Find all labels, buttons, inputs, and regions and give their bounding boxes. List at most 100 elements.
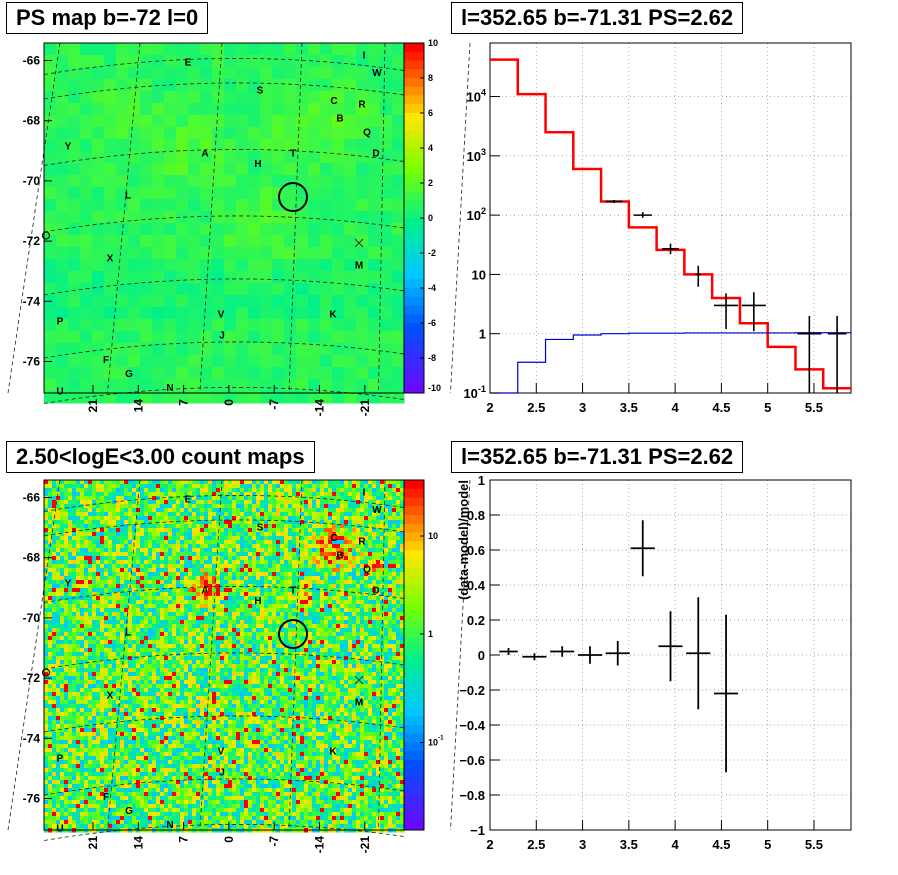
map-cell [320,247,333,260]
map-cell [188,636,193,641]
map-cell [72,628,77,633]
map-cell [80,544,85,549]
map-cell [344,504,349,509]
map-cell [380,644,385,649]
map-cell [392,484,397,489]
map-cell [200,79,213,92]
map-cell [224,367,237,380]
map-cell [200,632,205,637]
map-cell [156,612,161,617]
map-xtick-label: -21 [358,399,372,417]
colorbar-swatch [404,121,424,131]
map-cell [320,536,325,541]
map-cell [100,532,105,537]
map-cell [296,283,309,296]
map-cell [392,552,397,557]
map-cell [148,608,153,613]
map-cell [140,552,145,557]
map-cell [340,624,345,629]
map-cell [152,331,165,344]
map-cell [176,496,181,501]
map-cell [184,576,189,581]
map-cell [308,307,321,320]
map-cell [264,588,269,593]
map-cell [244,564,249,569]
map-cell [360,608,365,613]
map-cell [344,55,357,68]
map-cell [332,624,337,629]
map-cell [140,604,145,609]
map-cell [152,307,165,320]
map-cell [392,568,397,573]
map-cell [296,604,301,609]
map-cell [272,616,277,621]
map-cell [44,588,49,593]
map-cell [140,103,153,116]
map-cell [92,552,97,557]
map-cell [56,616,61,621]
map-cell [232,516,237,521]
map-cell [252,576,257,581]
map-cell [160,568,165,573]
map-cell [324,640,329,645]
map-cell [116,500,121,505]
map-cell [400,520,405,525]
map-cell [140,608,145,613]
map-cell [352,632,357,637]
map-cell [48,484,53,489]
map-cell [392,536,397,541]
map-cell [116,596,121,601]
map-cell [104,496,109,501]
map-cell [204,600,209,605]
map-cell [100,616,105,621]
map-cell [104,520,109,525]
map-cell [184,500,189,505]
map-cell [328,652,333,657]
map-cell [320,524,325,529]
map-cell [56,259,69,272]
map-cell [252,652,257,657]
map-cell [108,636,113,641]
map-cell [368,532,373,537]
map-cell [228,636,233,641]
map-cell [272,540,277,545]
map-cell [236,283,249,296]
map-cell [56,199,69,212]
map-cell [80,247,93,260]
map-cell [348,604,353,609]
map-cell [96,508,101,513]
map-cell [396,540,401,545]
map-cell [288,644,293,649]
map-cell [136,648,141,653]
map-cell [196,636,201,641]
map-cell [128,592,133,597]
map-cell [384,492,389,497]
map-cell [396,612,401,617]
map-cell [44,500,49,505]
map-cell [152,624,157,629]
map-cell [324,516,329,521]
map-cell [372,512,377,517]
map-cell [312,532,317,537]
map-cell [64,644,69,649]
map-cell [348,508,353,513]
map-cell [308,115,321,128]
map-cell [212,247,225,260]
map-cell [160,600,165,605]
map-cell [176,391,189,404]
map-cell [80,620,85,625]
map-cell [344,103,357,116]
map-cell [152,67,165,80]
map-cell [160,536,165,541]
map-cell [212,151,225,164]
map-cell [344,488,349,493]
map-cell [384,576,389,581]
map-cell [144,644,149,649]
map-cell [400,568,405,573]
map-cell [100,564,105,569]
map-cell [328,492,333,497]
colorbar-swatch [404,113,424,123]
map-cell [256,516,261,521]
map-cell [336,572,341,577]
map-cell [292,572,297,577]
